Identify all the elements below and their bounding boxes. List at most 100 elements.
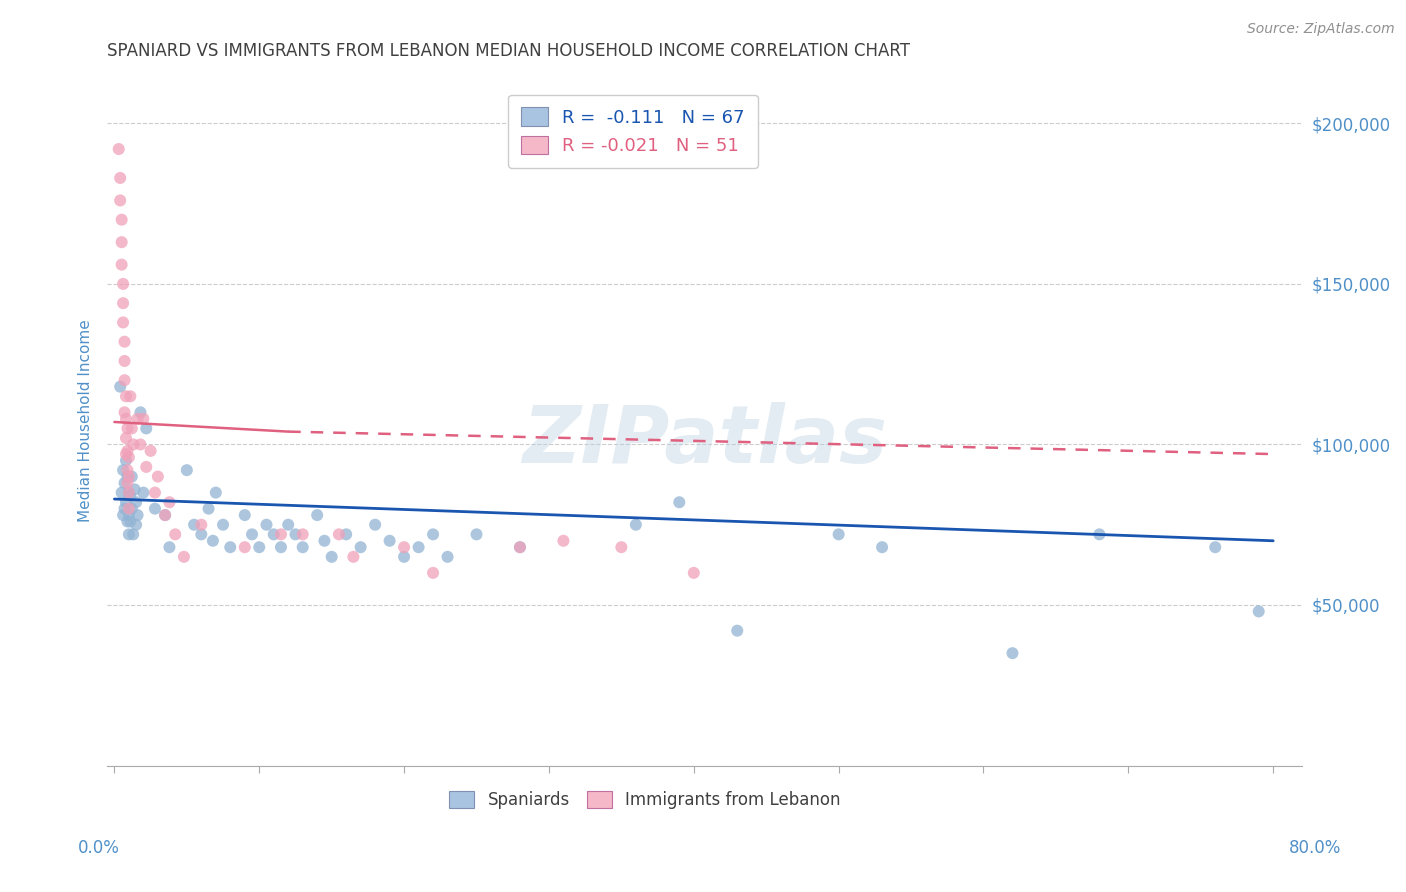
Point — [115, 495, 138, 509]
Point — [129, 437, 152, 451]
Point — [121, 469, 143, 483]
Point — [125, 495, 148, 509]
Point — [117, 475, 139, 490]
Point — [127, 411, 149, 425]
Point — [132, 485, 155, 500]
Point — [117, 469, 139, 483]
Point — [153, 508, 176, 522]
Point — [307, 508, 329, 522]
Point — [240, 527, 263, 541]
Point — [111, 258, 134, 272]
Point — [342, 549, 364, 564]
Point — [124, 483, 146, 497]
Point — [117, 421, 139, 435]
Text: Source: ZipAtlas.com: Source: ZipAtlas.com — [1247, 22, 1395, 37]
Point — [135, 421, 157, 435]
Point — [112, 296, 135, 310]
Point — [725, 624, 748, 638]
Point — [118, 485, 141, 500]
Point — [143, 485, 166, 500]
Point — [247, 540, 270, 554]
Point — [1001, 646, 1024, 660]
Point — [139, 443, 162, 458]
Text: SPANIARD VS IMMIGRANTS FROM LEBANON MEDIAN HOUSEHOLD INCOME CORRELATION CHART: SPANIARD VS IMMIGRANTS FROM LEBANON MEDI… — [107, 42, 910, 60]
Point — [108, 379, 131, 393]
Point — [553, 533, 575, 548]
Point — [870, 540, 893, 554]
Point — [120, 389, 142, 403]
Point — [422, 566, 444, 580]
Y-axis label: Median Household Income: Median Household Income — [79, 319, 93, 522]
Point — [436, 549, 458, 564]
Point — [263, 527, 285, 541]
Point — [117, 463, 139, 477]
Point — [120, 489, 142, 503]
Point — [197, 501, 219, 516]
Point — [118, 450, 141, 465]
Point — [108, 170, 131, 185]
Point — [125, 517, 148, 532]
Point — [120, 515, 142, 529]
Point — [159, 495, 181, 509]
Point — [610, 540, 633, 554]
Point — [233, 540, 256, 554]
Point — [219, 540, 242, 554]
Point — [408, 540, 430, 554]
Point — [270, 540, 292, 554]
Point — [270, 527, 292, 541]
Point — [111, 235, 134, 249]
Point — [115, 411, 138, 425]
Point — [118, 485, 141, 500]
Point — [112, 277, 135, 291]
Point — [118, 501, 141, 516]
Point — [204, 485, 226, 500]
Point — [422, 527, 444, 541]
Point — [465, 527, 488, 541]
Point — [122, 437, 145, 451]
Point — [121, 421, 143, 435]
Point — [328, 527, 350, 541]
Point — [165, 527, 187, 541]
Legend: Spaniards, Immigrants from Lebanon: Spaniards, Immigrants from Lebanon — [439, 781, 851, 820]
Point — [118, 527, 141, 541]
Point — [111, 212, 134, 227]
Point — [127, 508, 149, 522]
Point — [114, 475, 136, 490]
Point — [135, 459, 157, 474]
Point — [118, 469, 141, 483]
Point — [256, 517, 278, 532]
Point — [153, 508, 176, 522]
Point — [624, 517, 647, 532]
Point — [115, 447, 138, 461]
Point — [112, 463, 135, 477]
Point — [291, 540, 314, 554]
Point — [668, 495, 690, 509]
Point — [392, 549, 415, 564]
Point — [117, 443, 139, 458]
Point — [115, 453, 138, 467]
Point — [117, 515, 139, 529]
Point — [115, 389, 138, 403]
Point — [682, 566, 704, 580]
Point — [509, 540, 531, 554]
Point — [350, 540, 373, 554]
Point — [159, 540, 181, 554]
Point — [509, 540, 531, 554]
Point — [129, 405, 152, 419]
Point — [335, 527, 357, 541]
Point — [122, 527, 145, 541]
Point — [183, 517, 205, 532]
Point — [291, 527, 314, 541]
Text: 80.0%: 80.0% — [1288, 838, 1341, 856]
Point — [190, 527, 212, 541]
Point — [114, 501, 136, 516]
Point — [112, 508, 135, 522]
Point — [114, 334, 136, 349]
Point — [114, 373, 136, 387]
Point — [364, 517, 387, 532]
Point — [1088, 527, 1111, 541]
Point — [392, 540, 415, 554]
Point — [321, 549, 343, 564]
Point — [233, 508, 256, 522]
Point — [827, 527, 849, 541]
